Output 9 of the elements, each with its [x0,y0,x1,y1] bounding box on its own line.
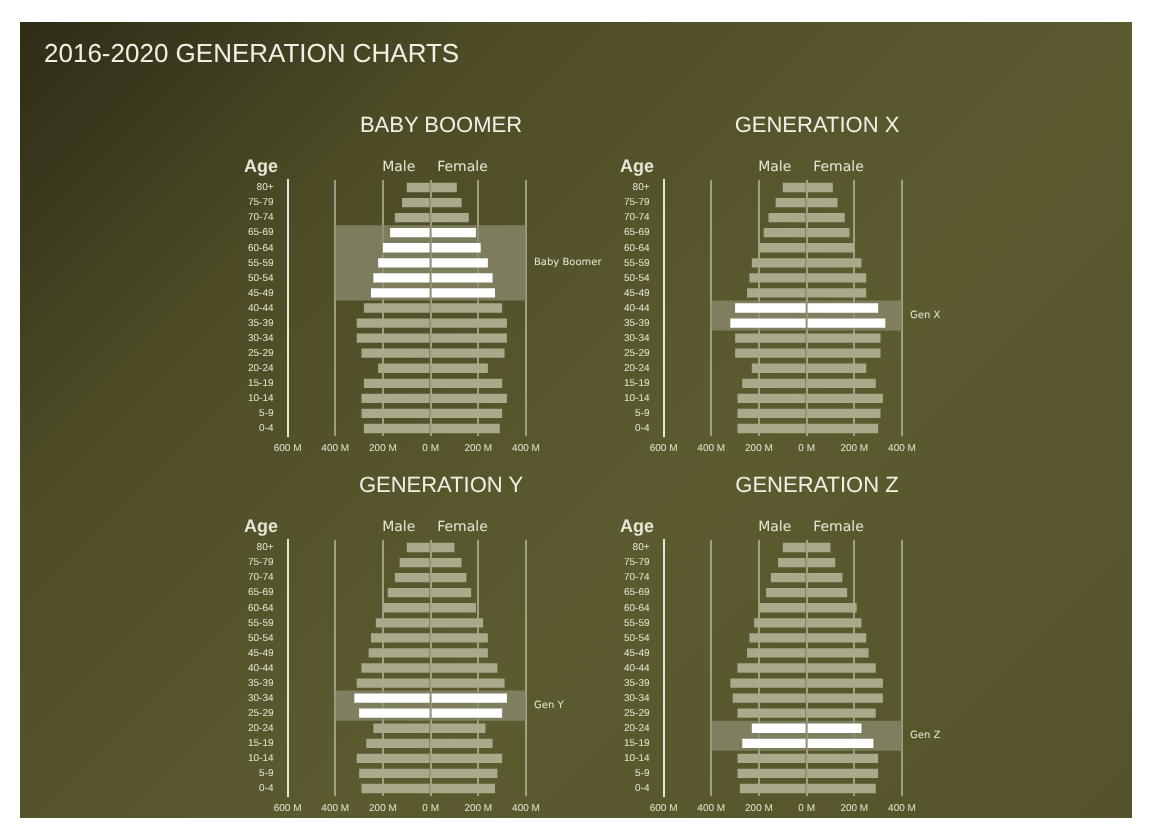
chart-title: GENERATION Y [356,472,526,502]
chart-title: GENERATION X [732,112,902,142]
text: 2016-2020 GENERATION CHARTS [44,38,460,68]
y-axis-title: Age [244,155,279,176]
y-axis-title: Age [244,515,279,536]
chart-title: BABY BOOMER [357,112,525,142]
y-axis-title: Age [620,155,655,176]
chart-title: GENERATION Z [733,472,901,502]
y-axis-title: Age [620,515,655,536]
